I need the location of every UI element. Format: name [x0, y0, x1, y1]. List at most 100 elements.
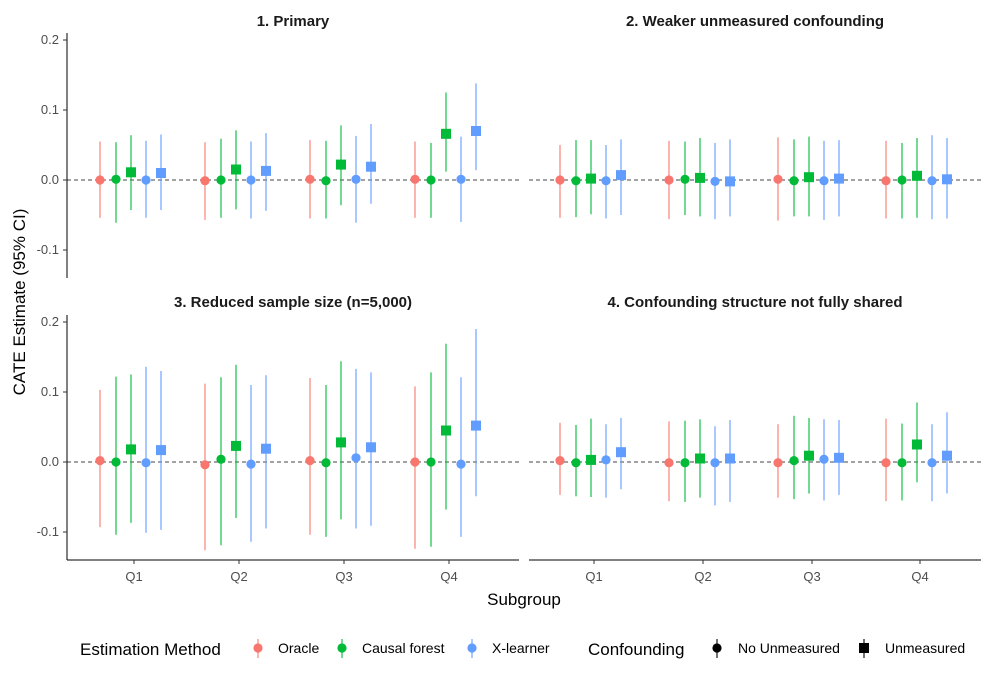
legend-items: Oracle Causal forest X-learner No Unmeasure… — [253, 639, 965, 658]
point-cf-unmeasured — [126, 167, 136, 178]
point-cf-unmeasured — [586, 454, 596, 465]
point-cf-unmeasured — [336, 437, 346, 448]
point-xl-no-unmeasured — [710, 176, 720, 186]
legend-item-oracle: Oracle — [253, 639, 319, 658]
point-xl-no-unmeasured — [246, 175, 256, 185]
point-oracle-no-unmeasured — [555, 456, 565, 466]
point-cf-no-unmeasured — [216, 175, 226, 185]
point-cf-unmeasured — [912, 439, 922, 450]
point-oracle-no-unmeasured — [881, 458, 891, 468]
point-xl-no-unmeasured — [141, 458, 151, 468]
point-xl-no-unmeasured — [141, 175, 151, 185]
x-tick-label: Q2 — [230, 569, 247, 584]
point-cf-no-unmeasured — [680, 458, 690, 468]
point-cf-unmeasured — [441, 128, 451, 139]
legend-item-cf: Causal forest — [337, 639, 445, 658]
point-cf-no-unmeasured — [111, 457, 121, 467]
legend-label: Oracle — [278, 640, 319, 656]
point-xl-no-unmeasured — [246, 459, 256, 469]
point-cf-unmeasured — [804, 172, 814, 183]
point-cf-unmeasured — [336, 159, 346, 170]
point-cf-no-unmeasured — [216, 454, 226, 464]
point-xl-no-unmeasured — [819, 176, 829, 186]
point-cf-no-unmeasured — [680, 174, 690, 184]
point-xl-unmeasured — [834, 173, 844, 184]
point-oracle-no-unmeasured — [555, 175, 565, 185]
point-cf-no-unmeasured — [789, 456, 799, 466]
panel-2: 2. Weaker unmeasured confounding — [529, 13, 981, 221]
point-cf-no-unmeasured — [571, 176, 581, 186]
point-xl-unmeasured — [366, 161, 376, 172]
point-cf-unmeasured — [912, 170, 922, 181]
point-xl-no-unmeasured — [456, 174, 466, 184]
point-cf-unmeasured — [695, 172, 705, 183]
point-oracle-no-unmeasured — [95, 456, 105, 466]
point-xl-no-unmeasured — [710, 458, 720, 468]
y-tick-label: 0.2 — [41, 314, 59, 329]
point-xl-unmeasured — [616, 170, 626, 181]
point-oracle-no-unmeasured — [664, 175, 674, 185]
point-xl-no-unmeasured — [601, 455, 611, 465]
x-axis-title: Subgroup — [487, 590, 561, 609]
point-oracle-no-unmeasured — [200, 176, 210, 186]
legend-label: Unmeasured — [885, 640, 965, 656]
point-oracle-no-unmeasured — [773, 174, 783, 184]
point-xl-unmeasured — [156, 168, 166, 178]
x-tick-label: Q2 — [694, 569, 711, 584]
point-oracle-no-unmeasured — [881, 176, 891, 186]
panel-1: 1. Primary — [67, 13, 519, 223]
point-oracle-no-unmeasured — [305, 456, 315, 466]
point-oracle-no-unmeasured — [200, 460, 210, 470]
point-xl-no-unmeasured — [351, 174, 361, 184]
point-cf-unmeasured — [231, 440, 241, 451]
legend-item-no: No Unmeasured — [712, 639, 840, 658]
x-tick-label: Q3 — [803, 569, 820, 584]
y-tick-label: 0.2 — [41, 32, 59, 47]
panel-3: 3. Reduced sample size (n=5,000) — [67, 294, 519, 551]
x-tick-label: Q1 — [125, 569, 142, 584]
point-cf-no-unmeasured — [571, 458, 581, 468]
axes-layer: -0.1 0.0 0.1 0.2 -0.1 0.0 0.1 0.2 Q1 Q2 Q3 Q4 Q1 Q2 Q3… — [37, 32, 981, 584]
panel-title: 1. Primary — [257, 13, 330, 30]
x-tick-label: Q3 — [335, 569, 352, 584]
point-xl-unmeasured — [261, 165, 271, 176]
point-xl-unmeasured — [834, 452, 844, 463]
point-xl-unmeasured — [725, 453, 735, 464]
point-cf-no-unmeasured — [426, 175, 436, 185]
point-oracle-no-unmeasured — [664, 458, 674, 468]
y-tick-label: -0.1 — [37, 524, 59, 539]
point-oracle-no-unmeasured — [95, 175, 105, 185]
point-xl-unmeasured — [942, 174, 952, 185]
point-oracle-no-unmeasured — [305, 174, 315, 184]
point-cf-unmeasured — [586, 173, 596, 184]
point-cf-unmeasured — [231, 164, 241, 175]
legend-method-title: Estimation Method — [80, 640, 221, 659]
point-xl-no-unmeasured — [351, 453, 361, 463]
panels-layer: 1. Primary 2. Weaker unmeasured confoundi… — [67, 13, 981, 551]
point-xl-no-unmeasured — [927, 176, 937, 186]
legend-item-xl: X-learner — [467, 639, 550, 658]
x-tick-label: Q1 — [585, 569, 602, 584]
point-cf-no-unmeasured — [789, 176, 799, 186]
point-cf-no-unmeasured — [321, 458, 331, 468]
legend-confounding-title: Confounding — [588, 640, 684, 659]
point-cf-no-unmeasured — [111, 174, 121, 184]
legend-key-circle — [712, 643, 722, 653]
point-xl-unmeasured — [471, 420, 481, 431]
point-xl-no-unmeasured — [456, 459, 466, 469]
point-xl-unmeasured — [942, 450, 952, 461]
y-axis-title: CATE Estimate (95% CI) — [10, 209, 29, 396]
point-xl-no-unmeasured — [927, 458, 937, 468]
point-xl-unmeasured — [471, 126, 481, 136]
point-xl-no-unmeasured — [601, 176, 611, 186]
point-cf-no-unmeasured — [426, 457, 436, 467]
y-tick-label: 0.1 — [41, 384, 59, 399]
point-oracle-no-unmeasured — [410, 457, 420, 467]
legend: Estimation Method Confounding Oracle Caus… — [80, 639, 965, 659]
legend-label: No Unmeasured — [738, 640, 840, 656]
legend-key-point — [467, 643, 477, 653]
x-tick-label: Q4 — [440, 569, 457, 584]
legend-key-point — [253, 643, 263, 653]
point-cf-no-unmeasured — [321, 176, 331, 186]
